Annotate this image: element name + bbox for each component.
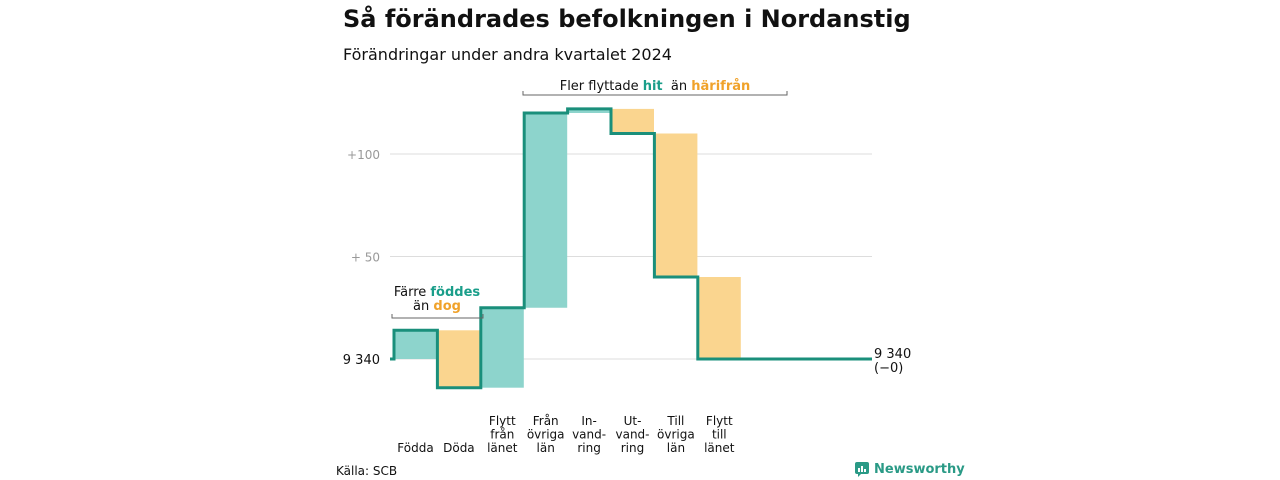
category-label: Till	[666, 414, 684, 428]
bars	[394, 108, 741, 388]
category-label: länet	[487, 441, 518, 455]
step-line	[390, 107, 872, 390]
brand-name: Newsworthy	[874, 461, 965, 477]
category-label: från	[490, 428, 514, 442]
category-label: till	[712, 428, 727, 442]
step-line-layer	[390, 107, 872, 390]
bar	[697, 277, 741, 359]
births-annotation-bracket	[391, 314, 484, 319]
moves-annotation-bracket	[522, 91, 788, 96]
category-label: ring	[577, 441, 601, 455]
end-change-label: (−0)	[874, 361, 903, 376]
start-value-label: 9 340	[343, 353, 380, 368]
bar	[437, 330, 481, 388]
y-tick-label: +100	[347, 148, 380, 162]
category-label: län	[537, 441, 555, 455]
bar	[394, 330, 437, 359]
gridlines	[390, 153, 872, 360]
bar	[524, 113, 568, 308]
category-label: vand-	[615, 428, 649, 442]
category-label: vand-	[572, 428, 606, 442]
category-label: Flytt	[489, 414, 516, 428]
category-label: In-	[581, 414, 596, 428]
bar	[611, 108, 654, 134]
moves-annotation: Fler flyttade hit än härifrån	[560, 79, 751, 94]
category-label: ring	[621, 441, 645, 455]
category-label: län	[667, 441, 685, 455]
category-label: länet	[704, 441, 735, 455]
newsworthy-logo-icon	[855, 462, 869, 477]
births-annotation-line2: än dog	[413, 299, 461, 314]
y-tick-label: + 50	[351, 251, 380, 265]
chart-subtitle: Förändringar under andra kvartalet 2024	[343, 45, 672, 64]
category-label: övriga	[527, 428, 565, 442]
bar	[567, 108, 611, 113]
bar	[480, 307, 524, 388]
end-value-label: 9 340	[874, 347, 911, 362]
category-label: Ut-	[624, 414, 642, 428]
category-label: Från	[533, 414, 559, 428]
bar	[654, 133, 698, 277]
births-annotation-line1: Färre föddes	[394, 285, 481, 300]
chart-title: Så förändrades befolkningen i Nordanstig	[343, 5, 911, 33]
category-label: övriga	[657, 428, 695, 442]
source-note: Källa: SCB	[336, 464, 398, 478]
category-label: Flytt	[706, 414, 733, 428]
category-label: Döda	[443, 441, 475, 455]
category-label: Födda	[397, 441, 433, 455]
brand-logo: Newsworthy	[854, 461, 965, 477]
